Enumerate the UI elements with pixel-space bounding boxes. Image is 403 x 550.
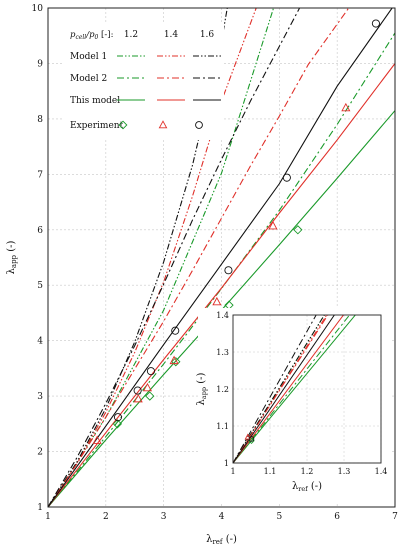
legend-label-this-model: This model [70, 96, 120, 106]
data-point-experiment-1-2 [171, 357, 181, 367]
legend-sample-experiment-1-2 [118, 120, 128, 130]
legend-ratio-1-6: 1.6 [200, 30, 215, 40]
inset-markers-group [244, 433, 255, 445]
x-tick-label: 2 [103, 512, 109, 522]
y-tick-label: 4 [37, 337, 43, 347]
inset-background [198, 308, 392, 504]
inset-y-tick-label: 1.4 [216, 311, 229, 320]
legend-samples [117, 55, 221, 130]
y-axis-label: λapp (-) [6, 240, 18, 274]
data-point-experiment-1-4 [169, 355, 179, 365]
data-point-experiment-1-6 [146, 367, 155, 376]
inset-y-tick-label: 1.3 [216, 348, 229, 357]
legend: pcell/p0 [-]: 1.2 1.4 1.6 Model 1 Model … [62, 22, 224, 140]
x-tick-label: 1 [45, 512, 51, 522]
data-point-experiment-1-6 [371, 19, 380, 28]
inset-data-point-red [244, 433, 252, 440]
inset-y-axis-label: λapp (-) [196, 372, 208, 405]
inset-series-line-model-2-1-4 [233, 315, 329, 463]
x-tick-label: 5 [276, 512, 282, 522]
inset-data-point-black [248, 436, 255, 442]
y-tick-label: 2 [37, 448, 43, 458]
data-point-experiment-1-4 [133, 393, 143, 403]
inset-chart: 1 1.1 1.2 1.3 1.4 1 1.1 1.2 1.3 1.4 λapp (-) λref… [196, 308, 392, 504]
series-line-model-2-1-6 [48, 8, 301, 507]
main-tick-labels: 1 2 3 4 5 6 7 1 2 3 4 5 6 7 8 9 10 [32, 4, 399, 522]
data-point-experiment-1-2 [293, 225, 303, 235]
data-point-experiment-1-2 [145, 391, 155, 401]
legend-header: pcell/p0 [-]: [70, 30, 113, 41]
data-point-experiment-1-4 [268, 220, 278, 230]
y-tick-label: 8 [37, 115, 43, 125]
inset-series-line-model-2-1-6 [233, 315, 317, 463]
x-tick-label: 3 [161, 512, 167, 522]
inset-series-group [233, 315, 356, 463]
inset-series-line-this-model-1-2 [233, 315, 356, 463]
inset-tick-labels: 1 1.1 1.2 1.3 1.4 1 1.1 1.2 1.3 1.4 [216, 311, 387, 476]
legend-ratio-1-2: 1.2 [124, 30, 138, 40]
y-tick-label: 3 [37, 392, 43, 402]
data-point-experiment-1-4 [92, 435, 102, 444]
series-line-this-model-1-4 [48, 63, 395, 507]
inset-series-line-this-model-1-4 [233, 315, 345, 463]
inset-y-tick-label: 1 [224, 459, 229, 468]
inset-x-tick-label: 1.4 [375, 467, 388, 476]
data-point-experiment-1-4 [341, 102, 351, 112]
data-point-experiment-1-6 [113, 413, 123, 422]
legend-label-model-1: Model 1 [70, 52, 107, 62]
inset-series-line-model-1-1-6 [233, 315, 325, 463]
series-line-model-1-1-6 [48, 8, 228, 507]
inset-y-tick-label: 1.2 [216, 385, 229, 394]
data-point-experiment-1-2 [112, 419, 123, 429]
data-point-experiment-1-4 [212, 296, 222, 306]
y-tick-label: 9 [37, 59, 43, 69]
data-point-experiment-1-4 [142, 382, 153, 392]
y-tick-label: 1 [37, 503, 43, 513]
y-tick-label: 10 [32, 4, 44, 14]
inset-x-tick-label: 1.2 [301, 467, 314, 476]
series-line-model-1-1-4 [48, 8, 257, 507]
inset-x-tick-label: 1.3 [338, 467, 351, 476]
legend-label-experiment: Experiment [70, 121, 124, 131]
legend-sample-experiment-1-4 [158, 120, 168, 129]
series-line-this-model-1-6 [48, 8, 393, 507]
series-line-model-2-1-2 [48, 32, 395, 507]
data-point-experiment-1-6 [133, 386, 142, 395]
legend-ratio-1-4: 1.4 [164, 30, 179, 40]
inset-x-tick-label: 1 [230, 467, 235, 476]
data-point-experiment-1-6 [171, 326, 180, 335]
inset-series-line-this-model-1-6 [233, 315, 335, 463]
main-plot-frame [47, 7, 396, 508]
y-tick-label: 6 [37, 226, 43, 236]
data-point-experiment-1-6 [224, 266, 233, 275]
y-tick-label: 7 [37, 170, 43, 180]
x-tick-label: 6 [334, 512, 340, 522]
y-tick-label: 5 [37, 281, 43, 291]
legend-label-model-2: Model 2 [70, 74, 107, 84]
inset-x-axis-label: λref (-) [292, 481, 322, 493]
series-line-model-1-1-2 [48, 8, 275, 507]
x-tick-label: 7 [392, 512, 398, 522]
inset-y-tick-label: 1.1 [216, 422, 229, 431]
main-series-group [48, 8, 395, 507]
inset-plot-frame [232, 314, 382, 464]
legend-background [62, 22, 224, 140]
legend-sample-experiment-1-6 [195, 121, 203, 129]
x-axis-label: λref (-) [206, 534, 237, 546]
inset-x-tick-label: 1.1 [264, 467, 277, 476]
data-point-experiment-1-6 [282, 173, 291, 182]
x-tick-label: 4 [219, 512, 225, 522]
